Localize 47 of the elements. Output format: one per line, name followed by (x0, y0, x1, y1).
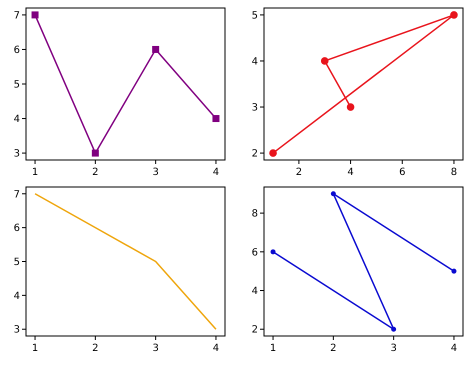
y-tick-label: 3 (252, 102, 258, 114)
x-tick-label: 2 (92, 167, 99, 178)
y-tick-label: 7 (14, 189, 20, 200)
point (92, 150, 99, 157)
y-tick-label: 3 (14, 324, 20, 336)
y-tick-label: 5 (14, 80, 20, 90)
y-tick-label: 4 (14, 290, 20, 302)
point (320, 57, 329, 65)
x-tick-label: 4 (450, 343, 458, 354)
y-tick-label: 4 (252, 286, 258, 298)
x-tick-label: 4 (212, 167, 220, 178)
point (450, 11, 458, 19)
y-tick-label: 2 (252, 324, 258, 336)
x-tick-label: 4 (347, 167, 354, 178)
x-tick-label: 1 (270, 343, 276, 354)
y-tick-label: 6 (14, 223, 20, 234)
x-tick-label: 4 (212, 343, 220, 354)
y-tick-label: 8 (252, 208, 258, 220)
y-tick-label: 2 (252, 148, 258, 160)
x-tick-label: 2 (296, 167, 302, 178)
point (330, 191, 336, 196)
y-tick-label: 6 (252, 247, 258, 258)
x-tick-label: 1 (32, 167, 38, 178)
x-tick-label: 8 (450, 167, 458, 178)
point (32, 11, 39, 18)
x-tick-label: 3 (390, 343, 397, 354)
x-tick-label: 2 (92, 343, 99, 354)
x-tick-label: 3 (152, 167, 159, 178)
y-tick-label: 6 (14, 44, 20, 56)
x-tick-label: 3 (152, 343, 159, 354)
point (152, 46, 160, 53)
x-tick-label: 1 (32, 343, 38, 354)
y-tick-label: 3 (14, 148, 20, 160)
point (212, 115, 220, 122)
point (451, 268, 456, 274)
y-tick-label: 4 (14, 114, 20, 126)
x-tick-label: 6 (399, 167, 406, 178)
point (270, 249, 276, 254)
y-tick-label: 5 (14, 257, 20, 268)
y-tick-label: 5 (252, 10, 258, 22)
y-tick-label: 7 (14, 10, 20, 22)
x-tick-label: 2 (330, 343, 337, 354)
line-series (34, 193, 217, 330)
y-tick-label: 4 (252, 56, 258, 68)
point (391, 326, 396, 332)
point (346, 103, 354, 111)
point (269, 149, 277, 157)
